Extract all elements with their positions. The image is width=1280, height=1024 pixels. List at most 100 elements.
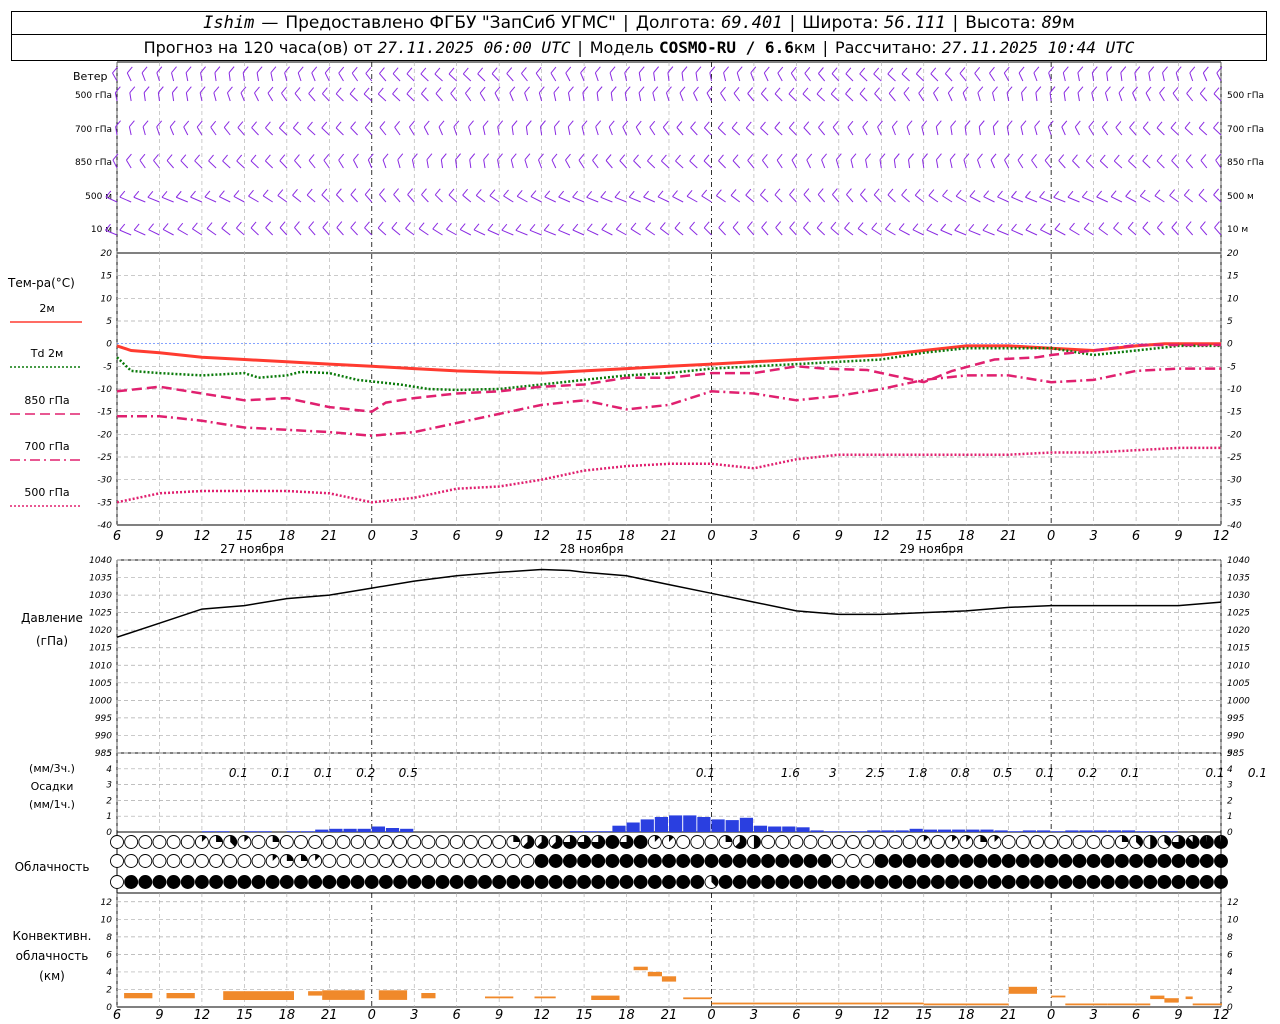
wind-barb	[715, 189, 722, 197]
wind-barb	[222, 154, 228, 162]
wind-barb	[465, 86, 471, 94]
cloud-symbol-fill	[1172, 835, 1186, 849]
cloud-symbol-fill	[577, 835, 591, 849]
wind-barb	[322, 221, 329, 228]
temp-tick-label: -30	[1227, 476, 1242, 486]
wind-barb	[974, 73, 981, 82]
wind-barb	[818, 127, 826, 136]
wind-barb	[177, 228, 189, 236]
wind-barb	[544, 190, 551, 198]
pressure-tick-label: 1020	[89, 626, 112, 636]
wind-barb	[335, 127, 344, 136]
cloud-symbol-fill	[733, 875, 747, 889]
wind-barb	[409, 120, 415, 128]
cloud-symbol	[350, 854, 365, 868]
wind-barb	[703, 127, 712, 136]
wind-barb	[802, 93, 811, 102]
cloud-symbol-fill	[365, 875, 379, 889]
wind-barb	[236, 221, 242, 229]
cloud-symbol-fill	[1186, 854, 1200, 868]
wind-barb	[1106, 66, 1113, 73]
cloud-symbol	[1001, 835, 1016, 849]
wind-barb	[709, 72, 712, 82]
wind-barb	[535, 72, 543, 82]
cloud-symbol	[817, 835, 832, 849]
wind-barb	[888, 93, 896, 102]
wind-barb	[844, 222, 850, 229]
precip-3h-amount: 0.1	[314, 766, 333, 780]
wind-barb	[382, 159, 387, 169]
cloud-symbol	[506, 854, 521, 868]
wind-barb	[862, 126, 868, 136]
hour-tick-label: 18	[618, 1008, 635, 1023]
wind-barb	[114, 86, 121, 93]
cloud-symbol-fill	[209, 875, 223, 889]
wind-barb	[521, 67, 527, 74]
wind-barb	[624, 72, 628, 82]
wind-barb	[281, 86, 287, 94]
pressure-tick-label: 1000	[89, 696, 112, 706]
cloud-symbol	[152, 835, 167, 849]
precip-bar	[626, 822, 640, 832]
wind-barb	[600, 190, 607, 198]
wind-barb	[1083, 228, 1094, 236]
wind-barb	[1018, 72, 1024, 82]
wind-barb	[1172, 86, 1179, 94]
wind-barb	[689, 227, 698, 236]
cloud-symbol	[463, 854, 478, 868]
title-dash: —	[261, 13, 279, 33]
wind-barb	[689, 154, 696, 162]
wind-barb	[565, 66, 572, 74]
pressure-tick-label: 1010	[89, 661, 112, 671]
cloud-symbol-fill	[1121, 835, 1129, 842]
pressure-tick-label: 1025	[1227, 609, 1250, 619]
precip-bar	[923, 829, 937, 832]
wind-barb	[1129, 127, 1137, 136]
wind-barb	[963, 159, 967, 169]
wind-barb	[1142, 221, 1149, 229]
wind-barb	[483, 153, 490, 160]
precip-bar	[895, 830, 909, 832]
cloud-symbol	[378, 835, 393, 849]
wind-barb	[1099, 154, 1106, 162]
wind-barb	[908, 153, 914, 160]
wind-barb	[426, 159, 429, 169]
precip-bar	[952, 829, 966, 832]
temp-tick-label: 15	[1227, 272, 1239, 282]
wind-barb	[1186, 87, 1193, 94]
cloud-symbol-fill	[789, 854, 803, 868]
temp-tick-label: -10	[97, 385, 112, 395]
wind-barb	[1047, 126, 1052, 136]
wind-barb	[777, 72, 783, 82]
temp-series-line	[117, 367, 1221, 437]
wind-barb	[194, 160, 203, 169]
hour-tick-label: 12	[533, 529, 550, 544]
wind-barb	[1184, 127, 1194, 136]
precip-3h-amount: 0.1	[1036, 766, 1055, 780]
cloud-symbol	[831, 854, 846, 868]
wind-barb	[391, 227, 401, 236]
wind-barb	[1025, 196, 1038, 203]
precip-bar	[343, 828, 357, 832]
wind-barb	[279, 154, 286, 162]
wind-barb	[406, 73, 415, 82]
wind-barb	[489, 195, 500, 203]
wind-barb	[350, 121, 357, 129]
precip-bar	[329, 828, 343, 832]
hour-tick-label: 12	[194, 1008, 211, 1023]
wind-barb	[760, 188, 766, 196]
wind-barb	[610, 92, 613, 102]
wind-barb	[862, 120, 869, 128]
precip-bar	[937, 829, 952, 832]
convective-cloud-bar	[534, 996, 556, 999]
cloud-symbol-fill	[931, 875, 945, 889]
cloud-symbol-fill	[1072, 875, 1086, 889]
precip-tick-label: 3	[1227, 781, 1233, 791]
wind-barb	[747, 221, 753, 228]
wind-barb	[448, 194, 458, 203]
cloud-symbol-fill	[917, 854, 931, 868]
cloud-symbol-fill	[421, 875, 435, 889]
wind-barb	[901, 188, 908, 196]
wind-barb	[222, 160, 231, 169]
wind-barb	[105, 223, 111, 231]
